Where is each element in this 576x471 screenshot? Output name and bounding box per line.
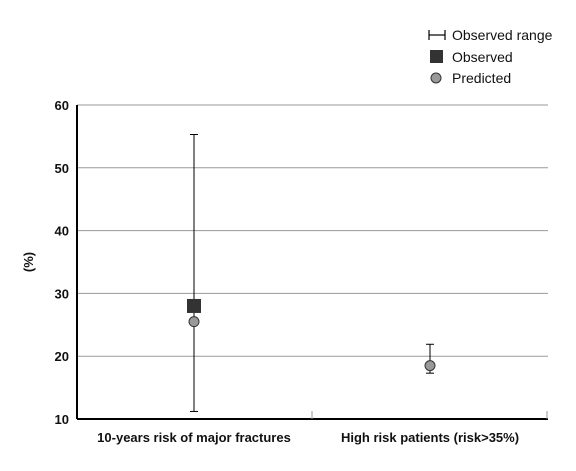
gridlines xyxy=(77,104,548,357)
x-categories: 10-years risk of major fractures High ris… xyxy=(97,430,519,445)
legend-observed-label: Observed xyxy=(452,49,513,65)
predicted-point-1 xyxy=(188,316,200,328)
legend-predicted-icon xyxy=(430,72,442,84)
legend: Observed range Observed Predicted xyxy=(428,27,553,86)
legend-range-icon xyxy=(428,30,446,40)
y-ticks: 10 20 30 40 50 60 xyxy=(55,98,69,427)
legend-range-label: Observed range xyxy=(452,27,553,43)
x-category-label-1: 10-years risk of major fractures xyxy=(97,430,291,445)
legend-predicted-label: Predicted xyxy=(452,70,511,86)
axes xyxy=(76,105,548,420)
legend-observed-icon xyxy=(430,50,443,63)
observed-point-1 xyxy=(187,298,201,313)
y-axis-label: (%) xyxy=(21,252,36,272)
y-tick-label-50: 50 xyxy=(55,161,69,176)
y-tick-label-30: 30 xyxy=(55,286,69,301)
x-category-label-2: High risk patients (risk>35%) xyxy=(341,430,519,445)
y-tick-label-60: 60 xyxy=(55,98,69,113)
y-tick-label-20: 20 xyxy=(55,349,69,364)
y-tick-label-10: 10 xyxy=(55,412,69,427)
data-marks xyxy=(187,134,436,412)
predicted-point-2 xyxy=(424,360,436,372)
y-tick-label-40: 40 xyxy=(55,224,69,239)
